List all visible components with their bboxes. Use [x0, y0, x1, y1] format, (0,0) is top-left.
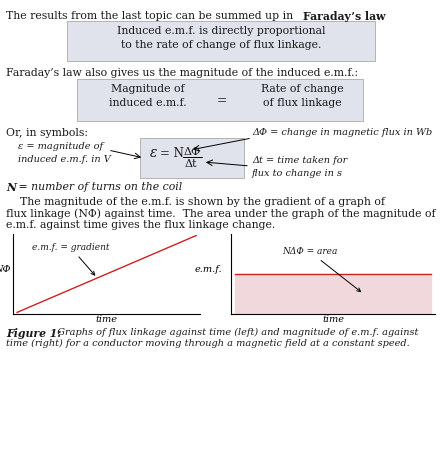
Text: Figure 1:: Figure 1: [6, 328, 61, 339]
Text: Or, in symbols:: Or, in symbols: [6, 128, 88, 138]
Text: :: : [376, 11, 380, 21]
FancyBboxPatch shape [140, 138, 244, 178]
Text: ΔΦ: ΔΦ [184, 147, 201, 157]
Text: Δt: Δt [185, 159, 198, 169]
Text: Rate of change
of flux linkage: Rate of change of flux linkage [261, 84, 343, 108]
Text: Faraday’s law: Faraday’s law [303, 11, 385, 22]
Text: Δt = time taken for
flux to change in s: Δt = time taken for flux to change in s [252, 156, 347, 178]
Text: Induced e.m.f. is directly proportional
to the rate of change of flux linkage.: Induced e.m.f. is directly proportional … [117, 26, 325, 50]
Text: NΔΦ = area: NΔΦ = area [282, 247, 361, 292]
Text: Graphs of flux linkage against time (left) and magnitude of e.m.f. against: Graphs of flux linkage against time (lef… [51, 328, 418, 337]
Text: The magnitude of the e.m.f. is shown by the gradient of a graph of: The magnitude of the e.m.f. is shown by … [6, 197, 385, 207]
Text: ε = magnitude of
induced e.m.f. in V: ε = magnitude of induced e.m.f. in V [18, 142, 111, 164]
Text: Faraday’s law also gives us the magnitude of the induced e.m.f.:: Faraday’s law also gives us the magnitud… [6, 68, 358, 78]
Text: The results from the last topic can be summed up in: The results from the last topic can be s… [6, 11, 297, 21]
Text: = number of turns on the coil: = number of turns on the coil [0, 452, 1, 453]
Text: =: = [217, 94, 227, 107]
Text: flux linkage (NΦ) against time.  The area under the graph of the magnitude of: flux linkage (NΦ) against time. The area… [6, 208, 436, 219]
FancyBboxPatch shape [67, 21, 375, 61]
Text: ε: ε [0, 452, 1, 453]
FancyBboxPatch shape [77, 79, 363, 121]
Text: ΔΦ = change in magnetic flux in Wb: ΔΦ = change in magnetic flux in Wb [252, 128, 432, 137]
X-axis label: time: time [322, 315, 344, 324]
Text: = N: = N [160, 147, 184, 160]
Text: Ν: Ν [6, 182, 16, 193]
X-axis label: time: time [95, 315, 118, 324]
Text: Magnitude of
induced e.m.f.: Magnitude of induced e.m.f. [109, 84, 187, 108]
Y-axis label: e.m.f.: e.m.f. [195, 265, 222, 274]
Text: e.m.f. against time gives the flux linkage change.: e.m.f. against time gives the flux linka… [6, 220, 275, 230]
Text: = number of turns on the coil: = number of turns on the coil [15, 182, 182, 192]
Text: time (right) for a conductor moving through a magnetic field at a constant speed: time (right) for a conductor moving thro… [6, 339, 410, 348]
Y-axis label: NΦ: NΦ [0, 265, 11, 274]
Text: e.m.f. = gradient: e.m.f. = gradient [32, 243, 110, 275]
Text: ε: ε [150, 146, 158, 160]
